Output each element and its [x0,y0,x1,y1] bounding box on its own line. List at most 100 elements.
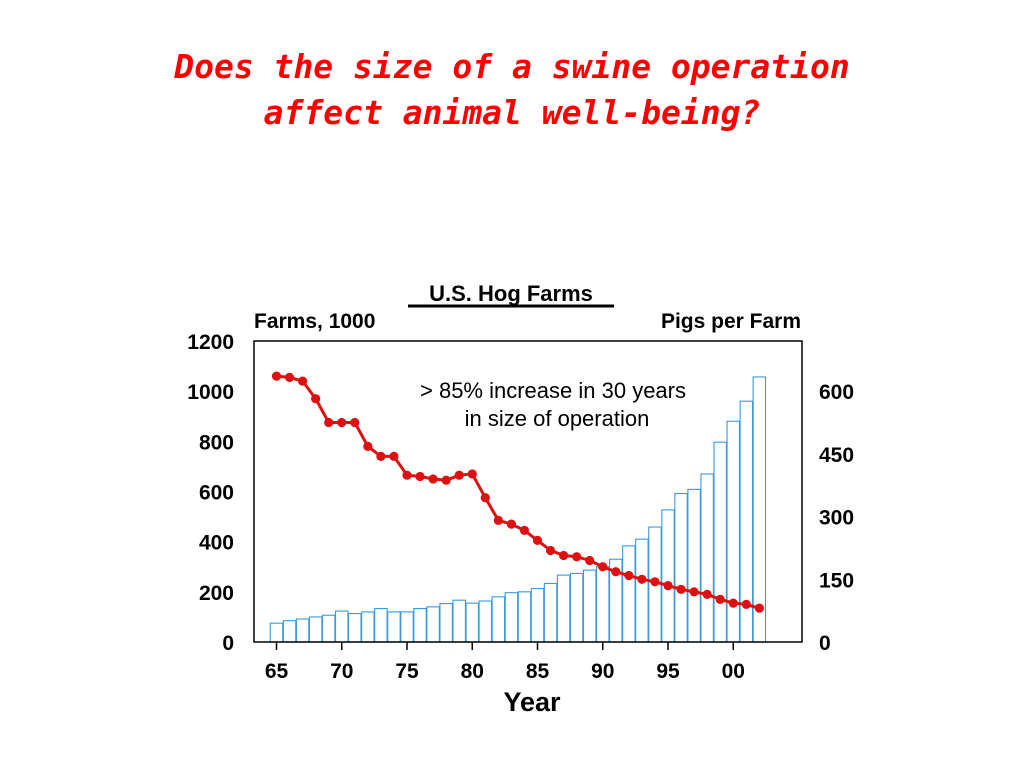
line-point [337,417,347,428]
bar [478,600,493,643]
line-point [298,376,308,386]
line-point [389,451,399,461]
line-point [402,470,412,480]
bar [374,608,388,643]
plot-frame [253,340,803,643]
left-tick-label: 0 [222,632,234,655]
annotation-line-2: in size of operation [465,406,650,431]
bar [687,488,701,643]
line-point [624,570,634,581]
line-point [598,562,608,572]
line-point [271,371,282,381]
line-point [415,471,425,482]
right-tick-label: 300 [819,507,854,530]
right-tick-label: 450 [819,444,854,467]
bar [661,509,675,643]
bar [452,599,466,643]
bar [504,592,519,643]
x-tick-label: 85 [526,660,550,683]
line-point [559,550,569,561]
left-tick-label: 200 [199,582,234,605]
bar [400,611,414,643]
line-point [702,589,712,599]
line-point [376,451,386,461]
line-point [754,603,764,613]
right-axis-ticks: 0 150 300 450 600 [819,381,854,655]
x-axis-title: Year [503,687,561,717]
line-point [545,545,556,556]
slide-title-line-1: Does the size of a swine operation [174,47,850,86]
x-tick-label: 90 [591,660,614,683]
line-point [350,417,360,428]
right-tick-label: 150 [819,569,854,592]
x-tick-label: 95 [656,660,680,683]
line-point [441,475,451,485]
bar [622,545,636,643]
bar [439,602,453,643]
bar [517,591,532,643]
line-series-farms [271,371,764,613]
bar [413,608,427,643]
line-point [284,372,295,382]
x-tick-label: 65 [265,660,289,683]
line-point [480,493,490,503]
x-tick-label: 00 [722,660,745,683]
line-point [689,587,699,597]
bar [726,420,740,643]
line-point [741,599,751,609]
line-point [454,470,464,480]
bar [282,620,297,643]
line-point [663,580,673,591]
line-point [467,469,477,479]
slide-title: Does the size of a swine operation affec… [0,44,1024,136]
bar [465,602,479,643]
line-point [493,515,503,525]
line-point [650,577,660,587]
left-tick-label: 1000 [187,381,234,404]
line-point [728,598,738,608]
line-point [585,555,595,566]
bar [491,596,506,643]
bar [387,611,401,643]
bar [426,606,440,643]
x-axis-ticks: 65 70 75 80 85 90 95 00 [265,642,745,683]
line-point [715,594,725,604]
bar [713,441,727,643]
bar [543,582,558,643]
annotation-line-1: > 85% increase in 30 years [420,378,686,403]
bar-series-pigs-per-farm [269,376,767,643]
bar [635,538,649,643]
x-tick-label: 75 [395,660,419,683]
line-point [572,552,582,562]
line-point [428,474,438,484]
bar [269,622,284,643]
bar [582,569,597,643]
x-tick-label: 80 [461,660,484,683]
line-point [611,567,621,577]
bar [295,618,310,643]
bar [321,614,336,643]
bar [348,613,362,643]
bar [700,473,714,643]
line-point [363,441,373,451]
chart-title: U.S. Hog Farms [429,281,593,306]
bar [556,574,571,643]
left-tick-label: 1200 [187,331,234,354]
slide-title-line-2: affect animal well-being? [263,93,761,132]
left-tick-label: 400 [199,532,234,555]
bar [674,493,688,643]
left-axis-label: Farms, 1000 [254,310,375,333]
left-tick-label: 600 [199,482,234,505]
line-point [506,519,516,529]
bar [595,566,610,643]
bar [569,572,584,643]
line-point [519,525,530,535]
line-point [676,584,686,594]
bar [361,611,375,643]
bar [530,587,545,643]
bar [308,616,323,643]
left-tick-label: 800 [199,431,234,454]
left-axis-ticks: 0 200 400 600 800 1000 1200 [187,331,234,655]
right-tick-label: 0 [819,632,831,655]
